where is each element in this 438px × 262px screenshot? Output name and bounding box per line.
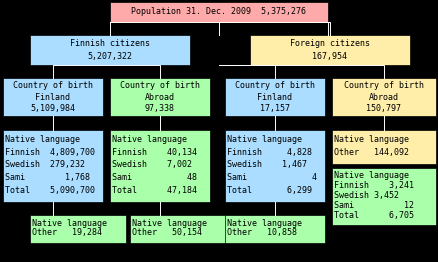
- Text: Native language: Native language: [132, 219, 207, 227]
- FancyBboxPatch shape: [331, 78, 435, 116]
- FancyBboxPatch shape: [30, 35, 190, 65]
- Text: Foreign citizens: Foreign citizens: [290, 39, 369, 48]
- FancyBboxPatch shape: [225, 78, 324, 116]
- FancyBboxPatch shape: [3, 78, 103, 116]
- Text: Finland: Finland: [35, 92, 71, 101]
- Text: Country of birth: Country of birth: [120, 81, 200, 90]
- Text: Other   19,284: Other 19,284: [32, 228, 102, 237]
- Text: Finnish citizens: Finnish citizens: [70, 39, 150, 48]
- Text: Finnish    40,134: Finnish 40,134: [112, 148, 197, 156]
- Text: Finnish    3,241: Finnish 3,241: [333, 181, 413, 190]
- Text: 167,954: 167,954: [312, 52, 347, 61]
- Text: Sami          12: Sami 12: [333, 201, 413, 210]
- FancyBboxPatch shape: [110, 130, 209, 202]
- Text: Native language: Native language: [112, 135, 187, 144]
- Text: Finland: Finland: [257, 92, 292, 101]
- Text: Swedish    1,467: Swedish 1,467: [226, 160, 306, 169]
- Text: Country of birth: Country of birth: [343, 81, 423, 90]
- Text: Finnish  4,809,700: Finnish 4,809,700: [5, 148, 95, 156]
- Text: Total      6,705: Total 6,705: [333, 211, 413, 220]
- Text: Sami           48: Sami 48: [112, 173, 197, 182]
- Text: Native language: Native language: [226, 219, 301, 227]
- FancyBboxPatch shape: [249, 35, 409, 65]
- FancyBboxPatch shape: [130, 215, 226, 243]
- Text: Native language: Native language: [32, 219, 107, 227]
- Text: Total    5,090,700: Total 5,090,700: [5, 185, 95, 195]
- Text: Population 31. Dec. 2009  5,375,276: Population 31. Dec. 2009 5,375,276: [131, 8, 306, 17]
- Text: Swedish  279,232: Swedish 279,232: [5, 160, 85, 169]
- Text: 5,109,984: 5,109,984: [30, 104, 75, 113]
- Text: 17,157: 17,157: [259, 104, 290, 113]
- Text: Total       6,299: Total 6,299: [226, 185, 311, 195]
- Text: Other   144,092: Other 144,092: [333, 148, 408, 157]
- Text: Sami        1,768: Sami 1,768: [5, 173, 90, 182]
- FancyBboxPatch shape: [110, 78, 209, 116]
- Text: Swedish    7,002: Swedish 7,002: [112, 160, 191, 169]
- FancyBboxPatch shape: [225, 130, 324, 202]
- FancyBboxPatch shape: [3, 130, 103, 202]
- FancyBboxPatch shape: [331, 130, 435, 164]
- Text: Other   10,858: Other 10,858: [226, 228, 297, 237]
- Text: Sami             4: Sami 4: [226, 173, 316, 182]
- Text: Native language: Native language: [5, 135, 80, 144]
- Text: Other   50,154: Other 50,154: [132, 228, 201, 237]
- Text: 150,797: 150,797: [366, 104, 401, 113]
- FancyBboxPatch shape: [225, 215, 324, 243]
- Text: Swedish 3,452: Swedish 3,452: [333, 191, 398, 200]
- FancyBboxPatch shape: [30, 215, 126, 243]
- Text: 5,207,322: 5,207,322: [87, 52, 132, 61]
- Text: Country of birth: Country of birth: [13, 81, 93, 90]
- Text: Finnish     4,828: Finnish 4,828: [226, 148, 311, 156]
- Text: Abroad: Abroad: [145, 92, 175, 101]
- Text: Total      47,184: Total 47,184: [112, 185, 197, 195]
- Text: Country of birth: Country of birth: [234, 81, 314, 90]
- FancyBboxPatch shape: [331, 168, 435, 225]
- Text: 97,338: 97,338: [145, 104, 175, 113]
- Text: Native language: Native language: [333, 135, 408, 144]
- Text: Native language: Native language: [226, 135, 301, 144]
- Text: Abroad: Abroad: [368, 92, 398, 101]
- Text: Native language: Native language: [333, 171, 408, 181]
- FancyBboxPatch shape: [110, 2, 327, 22]
